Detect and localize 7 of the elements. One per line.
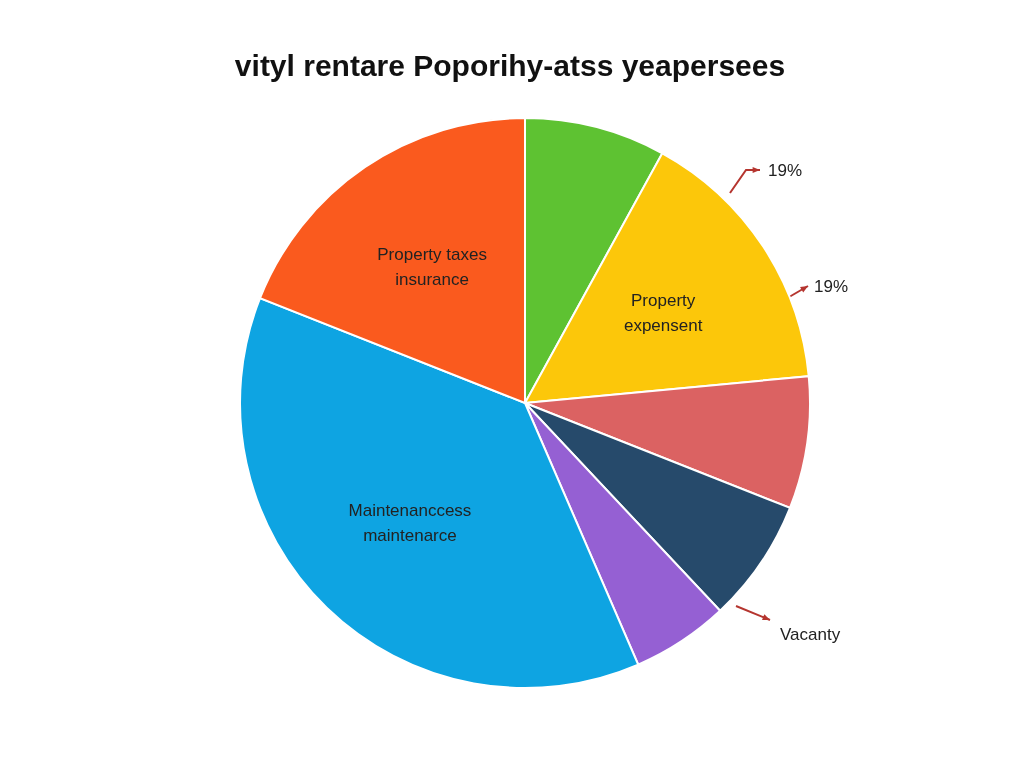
- slice-label: Property taxes insurance: [377, 245, 487, 290]
- text: 19%: [814, 277, 849, 296]
- text: Vacanty: [780, 625, 841, 644]
- slice-label: Maintenanccess maintenarce: [348, 500, 472, 545]
- text: 19%: [768, 161, 803, 180]
- slice-label: Property expensent: [623, 291, 703, 336]
- chart-title: vityl rentare Poporihy-atss yeapersees: [234, 49, 786, 82]
